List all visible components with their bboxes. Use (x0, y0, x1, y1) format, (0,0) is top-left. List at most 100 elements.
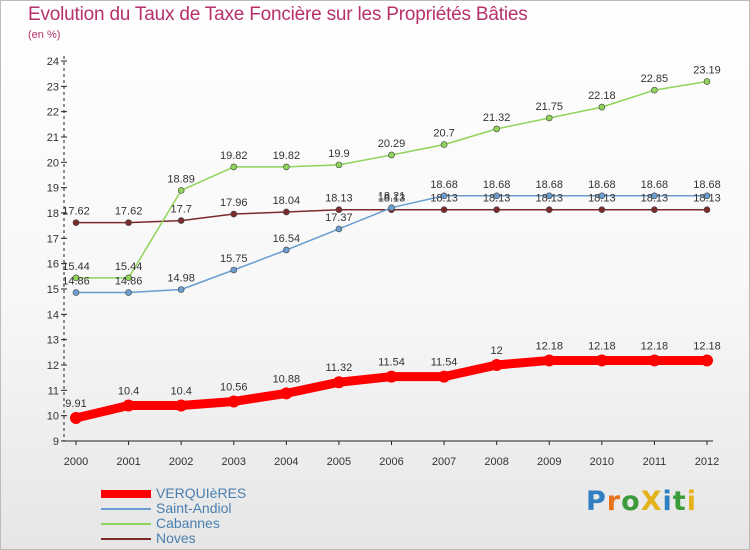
data-point (388, 151, 395, 159)
data-point (125, 289, 132, 296)
data-point (283, 246, 290, 254)
legend-item-cabannes: Cabannes (101, 516, 246, 531)
data-label: 21.32 (483, 112, 511, 124)
data-label: 18.68 (535, 179, 563, 191)
x-tick-label: 2001 (116, 456, 140, 468)
data-point (543, 354, 556, 367)
logo-letter: i (662, 486, 673, 517)
legend-swatch-cabannes (101, 522, 151, 525)
x-tick-label: 2004 (274, 456, 298, 468)
data-label: 12.18 (641, 340, 669, 352)
data-label: 11.32 (326, 362, 353, 374)
y-tick-label: 21 (47, 132, 59, 144)
x-tick-label: 2010 (590, 456, 614, 468)
chart-axes: 9 10 11 12 13 14 15 16 17 18 19 20 21 22 23 24 2000 2001 2… (47, 56, 719, 468)
data-label: 15.44 (115, 261, 143, 273)
legend-swatch-saint-andiol (101, 507, 151, 510)
data-label: 22.85 (641, 73, 669, 85)
y-tick-label: 13 (47, 335, 59, 347)
x-tick-label: 2007 (432, 456, 456, 468)
data-label: 18.13 (588, 193, 616, 205)
data-point (335, 206, 343, 214)
logo-letter: i (686, 486, 697, 517)
data-label: 12 (491, 345, 503, 357)
y-tick-label: 12 (47, 360, 59, 372)
data-point (703, 206, 711, 214)
data-point (598, 206, 606, 214)
data-point (280, 387, 293, 400)
data-label: 18.13 (430, 193, 458, 205)
x-tick-label: 2002 (169, 456, 193, 468)
data-point (440, 141, 448, 148)
proxiti-logo: ProXiti (586, 486, 697, 517)
x-tick-label: 2003 (222, 456, 246, 468)
data-label: 19.9 (328, 148, 349, 160)
y-tick-label: 9 (53, 436, 59, 448)
data-point (490, 359, 503, 371)
data-label: 18.04 (273, 195, 301, 207)
data-point (283, 163, 290, 171)
data-label: 23.19 (693, 65, 721, 77)
data-point (177, 187, 185, 194)
data-point (230, 266, 238, 274)
data-label: 17.62 (115, 206, 143, 218)
data-label: 14.86 (62, 276, 90, 288)
x-tick-label: 2009 (537, 456, 561, 468)
data-label: 20.7 (433, 128, 454, 140)
legend-label-verquieres: VERQUIèRES (156, 485, 247, 501)
data-point (493, 206, 500, 214)
chart-title: Evolution du Taux de Taxe Foncière sur l… (28, 4, 528, 25)
data-point (230, 163, 238, 171)
data-label: 18.68 (641, 179, 669, 191)
y-tick-label: 19 (47, 183, 59, 195)
y-tick-label: 23 (47, 81, 59, 93)
y-tick-label: 20 (47, 157, 59, 169)
data-point (440, 206, 448, 214)
logo-letter: r (606, 486, 622, 517)
legend-item-verquieres: VERQUIèRES (101, 486, 246, 501)
legend-label-saint-andiol: Saint-Andiol (156, 500, 232, 516)
data-label: 12.18 (535, 340, 563, 352)
data-label: 18.68 (588, 179, 616, 191)
data-label: 18.68 (483, 179, 511, 191)
data-label: 17.62 (62, 206, 90, 218)
data-point (177, 286, 185, 293)
data-point (230, 210, 238, 218)
data-point (545, 114, 553, 122)
data-label: 10.88 (273, 373, 301, 385)
data-label: 17.37 (325, 212, 353, 224)
data-point (598, 192, 606, 200)
data-point (335, 161, 343, 169)
logo-letter: X (640, 486, 663, 517)
data-label: 20.29 (378, 138, 406, 150)
data-label: 12.18 (693, 340, 721, 352)
data-label: 15.75 (220, 253, 248, 265)
data-label: 17.7 (170, 204, 191, 216)
data-point (651, 86, 658, 94)
data-label: 19.82 (220, 150, 248, 162)
y-tick-label: 17 (47, 233, 59, 245)
data-point (651, 192, 658, 200)
data-label: 14.98 (167, 273, 195, 285)
y-tick-label: 11 (48, 385, 59, 397)
data-label: 22.18 (588, 90, 616, 102)
data-point (440, 192, 448, 200)
chart-series (70, 78, 713, 424)
legend-swatch-verquieres (101, 489, 151, 498)
data-label: 10.56 (220, 381, 248, 393)
y-tick-label: 15 (47, 284, 59, 296)
y-tick-label: 16 (47, 259, 59, 271)
data-point (177, 217, 185, 224)
logo-letter: t (672, 486, 687, 517)
data-point (648, 354, 661, 367)
data-point (72, 219, 80, 226)
data-point (72, 289, 80, 296)
data-point (545, 192, 553, 200)
chart-legend: VERQUIèRES Saint-Andiol Cabannes Noves (101, 486, 246, 546)
legend-item-saint-andiol: Saint-Andiol (101, 501, 246, 516)
data-label: 12.18 (588, 340, 616, 352)
x-tick-label: 2005 (327, 456, 351, 468)
data-point (175, 399, 188, 412)
data-point (72, 274, 80, 282)
